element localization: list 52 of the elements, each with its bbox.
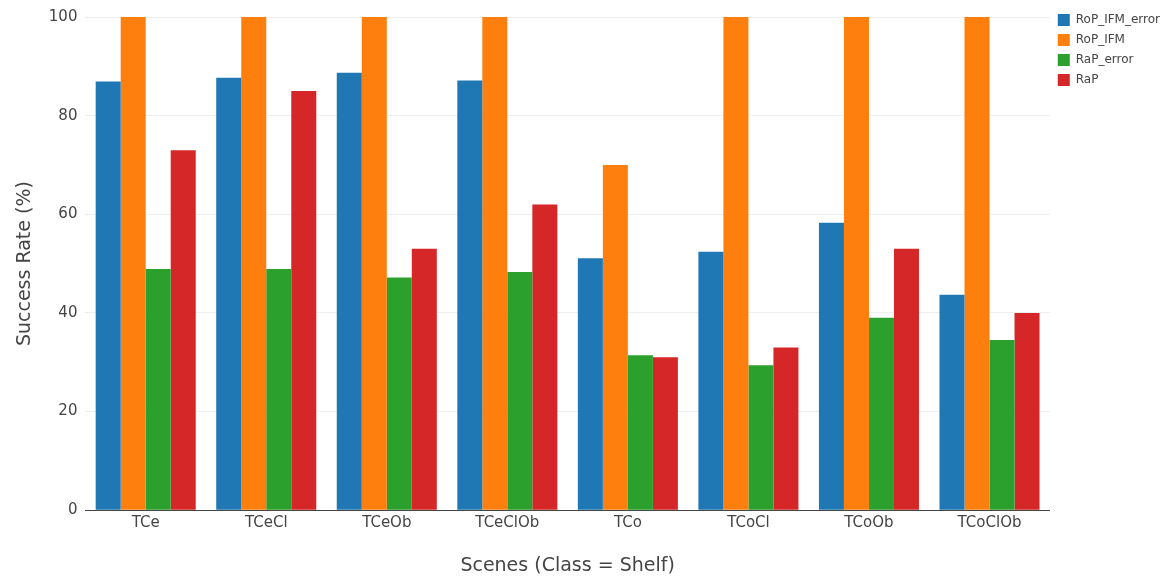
- bar: [361, 17, 387, 510]
- bar: [723, 17, 749, 510]
- bar: [170, 150, 196, 510]
- y-tick-label: 80: [58, 105, 78, 124]
- y-tick-label: 60: [58, 204, 78, 223]
- bar: [95, 81, 121, 510]
- x-tick-label: TCoClOb: [956, 513, 1022, 532]
- bar: [989, 340, 1015, 510]
- bar: [145, 269, 171, 510]
- bar: [482, 17, 508, 510]
- bar: [577, 258, 603, 510]
- bar: [698, 251, 724, 510]
- x-axis-title: Scenes (Class = Shelf): [460, 552, 675, 575]
- legend-label: RoP_IFM: [1075, 32, 1125, 47]
- bar: [1014, 312, 1040, 510]
- x-tick-label: TCoOb: [843, 513, 894, 532]
- bar: [868, 317, 894, 510]
- legend-label: RaP: [1075, 72, 1099, 87]
- bar: [748, 365, 774, 510]
- y-tick-label: 100: [48, 6, 78, 25]
- bar: [120, 17, 146, 510]
- bar: [602, 164, 628, 510]
- bar: [893, 248, 919, 510]
- bar: [266, 269, 292, 510]
- bar: [964, 17, 990, 510]
- x-tick-label: TCeClOb: [474, 513, 540, 532]
- bar: [773, 347, 799, 510]
- bar: [532, 204, 558, 510]
- x-tick-label: TCo: [612, 513, 642, 532]
- legend-label: RoP_IFM_error: [1075, 12, 1161, 27]
- x-tick-label: TCoCl: [726, 513, 770, 532]
- bar: [386, 277, 412, 510]
- bar: [457, 80, 483, 510]
- x-tick-label: TCe: [130, 513, 160, 532]
- x-tick-label: TCeOb: [361, 513, 412, 532]
- y-axis-title: Success Rate (%): [12, 181, 35, 347]
- x-tick-label: TCeCl: [243, 513, 288, 532]
- bar: [216, 77, 242, 510]
- legend-label: RaP_error: [1075, 52, 1134, 67]
- bar: [411, 248, 437, 510]
- bar: [627, 355, 653, 510]
- bar: [939, 294, 965, 510]
- bar: [652, 357, 678, 510]
- bar: [336, 72, 362, 510]
- bar: [507, 271, 533, 510]
- y-tick-label: 40: [58, 302, 78, 321]
- y-tick-label: 0: [67, 500, 78, 519]
- bar: [291, 90, 317, 510]
- bar: [843, 17, 869, 510]
- bar: [818, 222, 844, 510]
- y-tick-label: 20: [58, 401, 78, 420]
- bar: [241, 17, 267, 510]
